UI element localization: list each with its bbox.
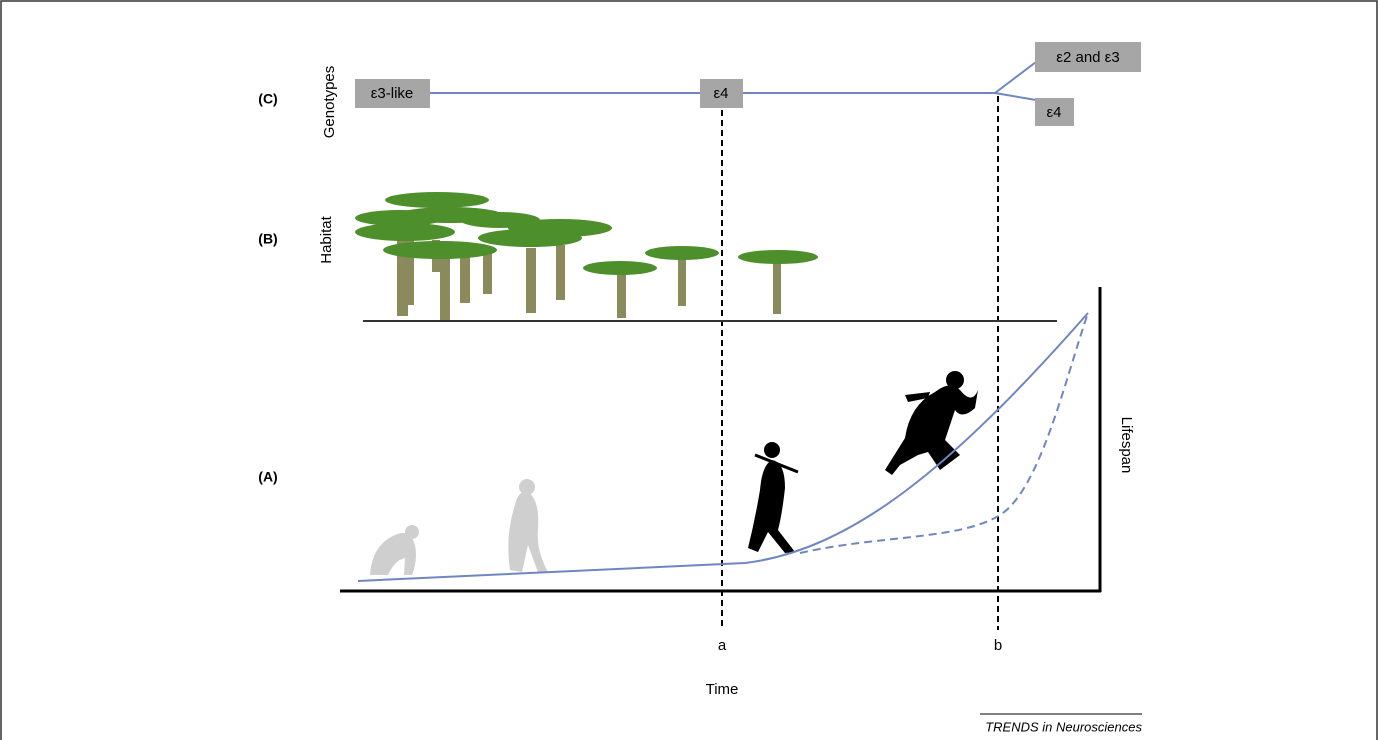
footer: TRENDS in Neurosciences <box>985 719 1142 734</box>
axis-label: Habitat <box>318 215 335 263</box>
genotype-boxes: ε3-like ε4 ε2 and ε3 ε4 <box>355 42 1141 126</box>
axis-label: Time <box>706 681 739 698</box>
panel-label: (B) <box>258 231 277 247</box>
later-hominins <box>748 371 978 553</box>
genotype: ε3-like <box>371 85 414 102</box>
axis-label: Genotypes <box>321 66 338 139</box>
frame <box>1 1 1377 740</box>
panel-label: (C) <box>258 91 277 107</box>
trees <box>355 192 818 322</box>
genotype: ε4 <box>713 85 728 102</box>
genotype: ε4 <box>1046 104 1061 121</box>
early-hominins <box>370 479 548 575</box>
figure: (C) (B) (A) Genotypes Habitat Lifespan T… <box>0 0 1378 740</box>
time-mark: a <box>718 637 727 654</box>
axis-label: Lifespan <box>1118 417 1135 474</box>
genotype: ε2 and ε3 <box>1056 49 1119 66</box>
time-mark: b <box>994 637 1002 654</box>
panel-label: (A) <box>258 469 277 485</box>
